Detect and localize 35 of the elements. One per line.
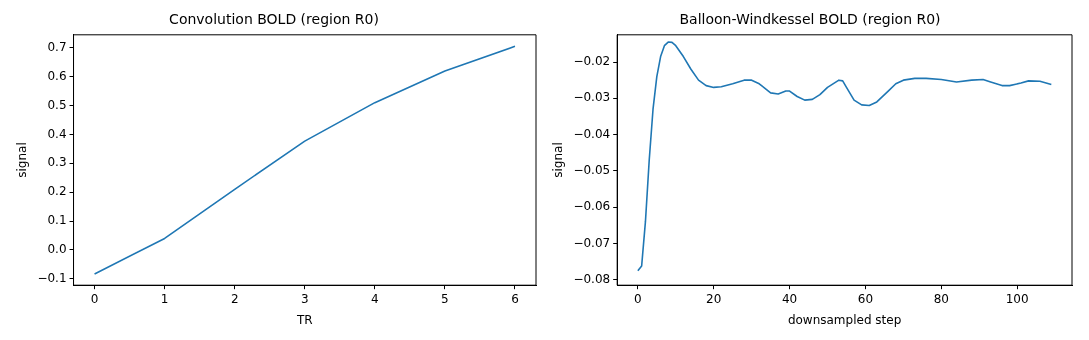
y-tick-label: −0.04	[573, 126, 611, 141]
y-tick-label: 0.4	[47, 126, 67, 141]
chart-title: Balloon-Windkessel BOLD (region R0)	[679, 11, 941, 28]
x-tick-label: 1	[160, 291, 169, 306]
y-tick-label: 0.1	[47, 213, 67, 228]
y-tick-label: −0.02	[573, 54, 611, 69]
x-tick-label: 100	[1005, 291, 1029, 306]
y-tick-label: 0.5	[47, 97, 67, 112]
x-tick-label: 0	[634, 291, 642, 306]
chart-title: Convolution BOLD (region R0)	[169, 11, 379, 28]
y-axis-title: signal	[15, 142, 30, 178]
y-tick-label: −0.08	[573, 271, 611, 286]
x-axis-title: downsampled step	[787, 312, 902, 327]
y-axis-title: signal	[551, 142, 566, 178]
x-tick-label: 80	[933, 291, 949, 306]
x-tick-label: 20	[706, 291, 722, 306]
y-tick-label: 0.7	[47, 39, 67, 54]
x-tick-label: 3	[300, 291, 309, 306]
x-tick-label: 2	[230, 291, 239, 306]
y-tick-label: 0.3	[47, 155, 67, 170]
x-tick-label: 6	[511, 291, 519, 306]
x-axis-title: TR	[295, 312, 313, 327]
x-tick-label: 60	[857, 291, 874, 306]
y-tick-label: −0.06	[573, 199, 611, 214]
y-tick-label: −0.03	[573, 90, 611, 105]
y-tick-label: 0.2	[47, 184, 67, 199]
y-tick-label: 0.6	[47, 68, 67, 83]
x-tick-label: 4	[371, 291, 379, 306]
y-tick-label: −0.07	[573, 235, 611, 250]
y-tick-label: −0.1	[37, 270, 67, 285]
x-tick-label: 0	[90, 291, 99, 306]
x-tick-label: 40	[781, 291, 798, 306]
y-tick-label: 0.0	[47, 242, 67, 257]
x-tick-label: 5	[441, 291, 449, 306]
y-tick-label: −0.05	[573, 163, 611, 178]
